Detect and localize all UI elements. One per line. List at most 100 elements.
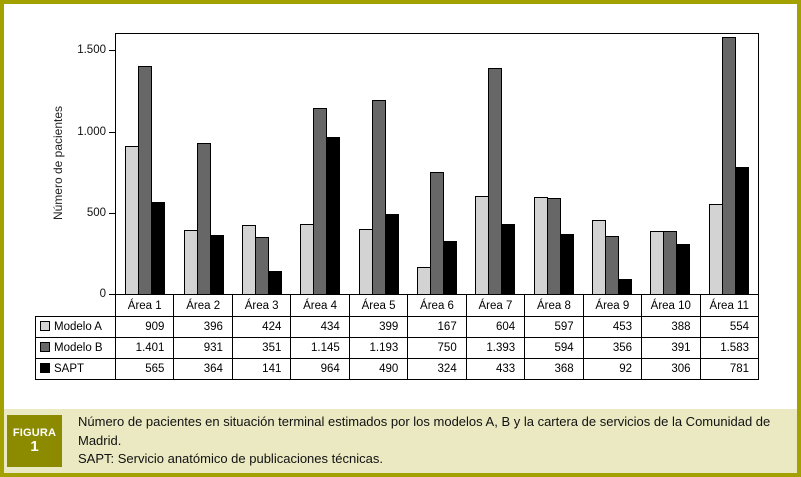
bar-group-area-6 bbox=[408, 34, 466, 294]
bar-group-area-10 bbox=[641, 34, 699, 294]
value-modelo-a-area-7: 604 bbox=[465, 316, 526, 338]
y-tick-mark bbox=[109, 294, 115, 295]
value-modelo-b-area-5: 1.193 bbox=[348, 337, 409, 359]
y-tick-label-1500: 1.500 bbox=[77, 44, 106, 57]
caption-text: Número de pacientes en situación termina… bbox=[78, 409, 785, 473]
value-sapt-area-1: 565 bbox=[114, 358, 175, 380]
value-sapt-area-7: 433 bbox=[465, 358, 526, 380]
value-modelo-a-area-8: 597 bbox=[524, 316, 584, 338]
bar-sapt-area-3 bbox=[267, 271, 282, 294]
column-header-area-1: Área 1 bbox=[114, 294, 175, 317]
value-modelo-b-area-11: 1.583 bbox=[699, 337, 760, 359]
bar-group-area-8 bbox=[525, 34, 583, 294]
series-label-modelo-b: Modelo B bbox=[35, 337, 116, 359]
bar-modelo-b-area-3 bbox=[254, 237, 269, 294]
value-modelo-a-area-9: 453 bbox=[582, 316, 643, 338]
bar-modelo-b-area-10 bbox=[663, 230, 678, 294]
column-header-area-7: Área 7 bbox=[465, 294, 526, 317]
bar-modelo-a-area-11 bbox=[708, 204, 723, 294]
value-modelo-a-area-11: 554 bbox=[699, 316, 760, 338]
bar-modelo-a-area-7 bbox=[475, 195, 490, 294]
bar-modelo-a-area-6 bbox=[416, 266, 431, 294]
value-modelo-b-area-1: 1.401 bbox=[114, 337, 175, 359]
figure-number: 1 bbox=[30, 437, 39, 455]
figure-label-box: FIGURA 1 bbox=[7, 415, 62, 467]
bar-sapt-area-2 bbox=[209, 234, 224, 294]
table-row-modelo-a: Modelo A 909 396 424 434 399 167 604 597 453 388 55… bbox=[35, 316, 760, 338]
value-modelo-b-area-3: 351 bbox=[231, 337, 292, 359]
value-modelo-a-area-5: 399 bbox=[348, 316, 409, 338]
figure-caption: FIGURA 1 Número de pacientes en situació… bbox=[4, 409, 797, 473]
bar-sapt-area-10 bbox=[676, 244, 691, 294]
column-header-area-11: Área 11 bbox=[699, 294, 760, 317]
series-label-modelo-a: Modelo A bbox=[35, 316, 116, 338]
bar-modelo-a-area-4 bbox=[300, 223, 315, 294]
bar-modelo-b-area-2 bbox=[196, 142, 211, 294]
value-sapt-area-2: 364 bbox=[173, 358, 233, 380]
value-modelo-a-area-1: 909 bbox=[114, 316, 175, 338]
bar-modelo-b-area-4 bbox=[313, 107, 328, 294]
bar-sapt-area-4 bbox=[326, 137, 341, 294]
value-modelo-b-area-7: 1.393 bbox=[465, 337, 526, 359]
bar-sapt-area-8 bbox=[559, 234, 574, 294]
bar-group-area-11 bbox=[700, 34, 758, 294]
value-modelo-b-area-4: 1.145 bbox=[290, 337, 350, 359]
bar-group-area-3 bbox=[233, 34, 291, 294]
column-header-area-8: Área 8 bbox=[524, 294, 584, 317]
caption-line-2: SAPT: Servicio anatómico de publicacione… bbox=[78, 451, 383, 467]
value-modelo-a-area-4: 434 bbox=[290, 316, 350, 338]
bar-group-area-1 bbox=[116, 34, 174, 294]
value-sapt-area-5: 490 bbox=[348, 358, 409, 380]
bar-sapt-area-9 bbox=[618, 279, 633, 294]
bar-group-area-2 bbox=[174, 34, 232, 294]
value-sapt-area-6: 324 bbox=[407, 358, 467, 380]
bar-modelo-b-area-9 bbox=[605, 236, 620, 294]
column-header-area-4: Área 4 bbox=[290, 294, 350, 317]
bar-modelo-b-area-11 bbox=[721, 36, 736, 294]
bar-group-area-5 bbox=[349, 34, 407, 294]
bar-modelo-b-area-1 bbox=[138, 66, 153, 294]
bar-modelo-b-area-5 bbox=[371, 100, 386, 294]
y-tick-mark bbox=[109, 212, 115, 214]
column-header-area-2: Área 2 bbox=[173, 294, 233, 317]
value-modelo-a-area-3: 424 bbox=[231, 316, 292, 338]
bar-modelo-a-area-8 bbox=[533, 197, 548, 294]
y-tick-label-500: 500 bbox=[86, 206, 106, 219]
table-row-modelo-b: Modelo B 1.401 931 351 1.145 1.193 750 1.393 594… bbox=[35, 337, 760, 359]
value-modelo-b-area-8: 594 bbox=[524, 337, 584, 359]
column-header-area-5: Área 5 bbox=[348, 294, 409, 317]
figure-label: FIGURA bbox=[12, 426, 57, 439]
value-modelo-a-area-2: 396 bbox=[173, 316, 233, 338]
bar-modelo-a-area-10 bbox=[650, 231, 665, 294]
table-row-sapt: SAPT 565 364 141 964 490 324 433 368 92 306 781 bbox=[35, 358, 760, 380]
bar-modelo-a-area-5 bbox=[358, 229, 373, 294]
y-tick-label-0: 0 bbox=[99, 288, 106, 300]
column-header-area-9: Área 9 bbox=[582, 294, 643, 317]
y-tick-mark bbox=[109, 131, 115, 133]
value-modelo-b-area-10: 391 bbox=[641, 337, 701, 359]
value-modelo-b-area-6: 750 bbox=[407, 337, 467, 359]
value-sapt-area-4: 964 bbox=[290, 358, 350, 380]
plot-area bbox=[115, 33, 759, 295]
bar-group-area-9 bbox=[583, 34, 641, 294]
bar-sapt-area-6 bbox=[442, 241, 457, 294]
bar-modelo-b-area-7 bbox=[488, 67, 503, 294]
bar-modelo-a-area-9 bbox=[592, 220, 607, 294]
bar-sapt-area-1 bbox=[151, 202, 166, 294]
column-header-area-6: Área 6 bbox=[407, 294, 467, 317]
y-axis-title: Número de pacientes bbox=[51, 105, 65, 221]
legend-swatch-modelo-b bbox=[40, 342, 50, 352]
value-sapt-area-11: 781 bbox=[699, 358, 760, 380]
value-modelo-a-area-6: 167 bbox=[407, 316, 467, 338]
bar-sapt-area-7 bbox=[501, 223, 516, 294]
bar-group-area-7 bbox=[466, 34, 524, 294]
bar-modelo-a-area-2 bbox=[183, 229, 198, 294]
y-tick-mark bbox=[109, 50, 115, 52]
bar-sapt-area-5 bbox=[384, 214, 399, 294]
value-sapt-area-10: 306 bbox=[641, 358, 701, 380]
value-sapt-area-8: 368 bbox=[524, 358, 584, 380]
table-header-row: Área 1 Área 2 Área 3 Área 4 Área 5 Área 6 Área… bbox=[36, 294, 760, 317]
series-label-sapt: SAPT bbox=[35, 358, 116, 380]
value-modelo-a-area-10: 388 bbox=[641, 316, 701, 338]
